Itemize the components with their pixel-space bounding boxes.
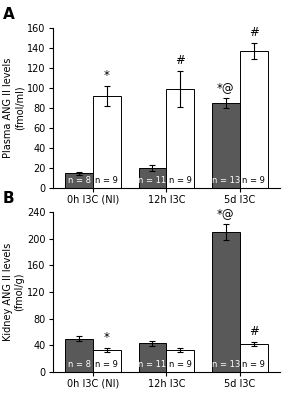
- Bar: [212, 232, 240, 372]
- Text: n = 8: n = 8: [67, 176, 91, 185]
- Text: n = 9: n = 9: [95, 176, 118, 185]
- Text: n = 8: n = 8: [67, 360, 91, 369]
- Text: #: #: [249, 325, 259, 338]
- Y-axis label: Kidney ANG II levels
(fmol/g): Kidney ANG II levels (fmol/g): [3, 243, 24, 341]
- Bar: [138, 343, 166, 372]
- Text: n = 13: n = 13: [212, 360, 240, 369]
- Text: n = 9: n = 9: [169, 360, 192, 369]
- Text: #: #: [175, 54, 185, 67]
- Text: *@: *@: [217, 207, 235, 220]
- Bar: [166, 350, 194, 372]
- Text: n = 9: n = 9: [169, 176, 192, 185]
- Bar: [240, 51, 268, 188]
- Bar: [240, 344, 268, 372]
- Bar: [166, 89, 194, 188]
- Text: *: *: [104, 69, 110, 82]
- Bar: [65, 173, 93, 188]
- Text: n = 13: n = 13: [212, 176, 240, 185]
- Text: n = 9: n = 9: [242, 360, 265, 369]
- Text: *@: *@: [217, 81, 235, 94]
- Text: A: A: [2, 7, 14, 22]
- Text: *: *: [104, 331, 110, 344]
- Text: B: B: [2, 190, 14, 206]
- Bar: [93, 96, 121, 188]
- Text: #: #: [249, 26, 259, 39]
- Text: n = 11: n = 11: [138, 360, 166, 369]
- Text: n = 9: n = 9: [242, 176, 265, 185]
- Y-axis label: Plasma ANG II levels
(fmol/ml): Plasma ANG II levels (fmol/ml): [3, 58, 24, 158]
- Text: n = 11: n = 11: [138, 176, 166, 185]
- Bar: [212, 103, 240, 188]
- Bar: [138, 168, 166, 188]
- Bar: [93, 350, 121, 372]
- Text: n = 9: n = 9: [95, 360, 118, 369]
- Bar: [65, 339, 93, 372]
